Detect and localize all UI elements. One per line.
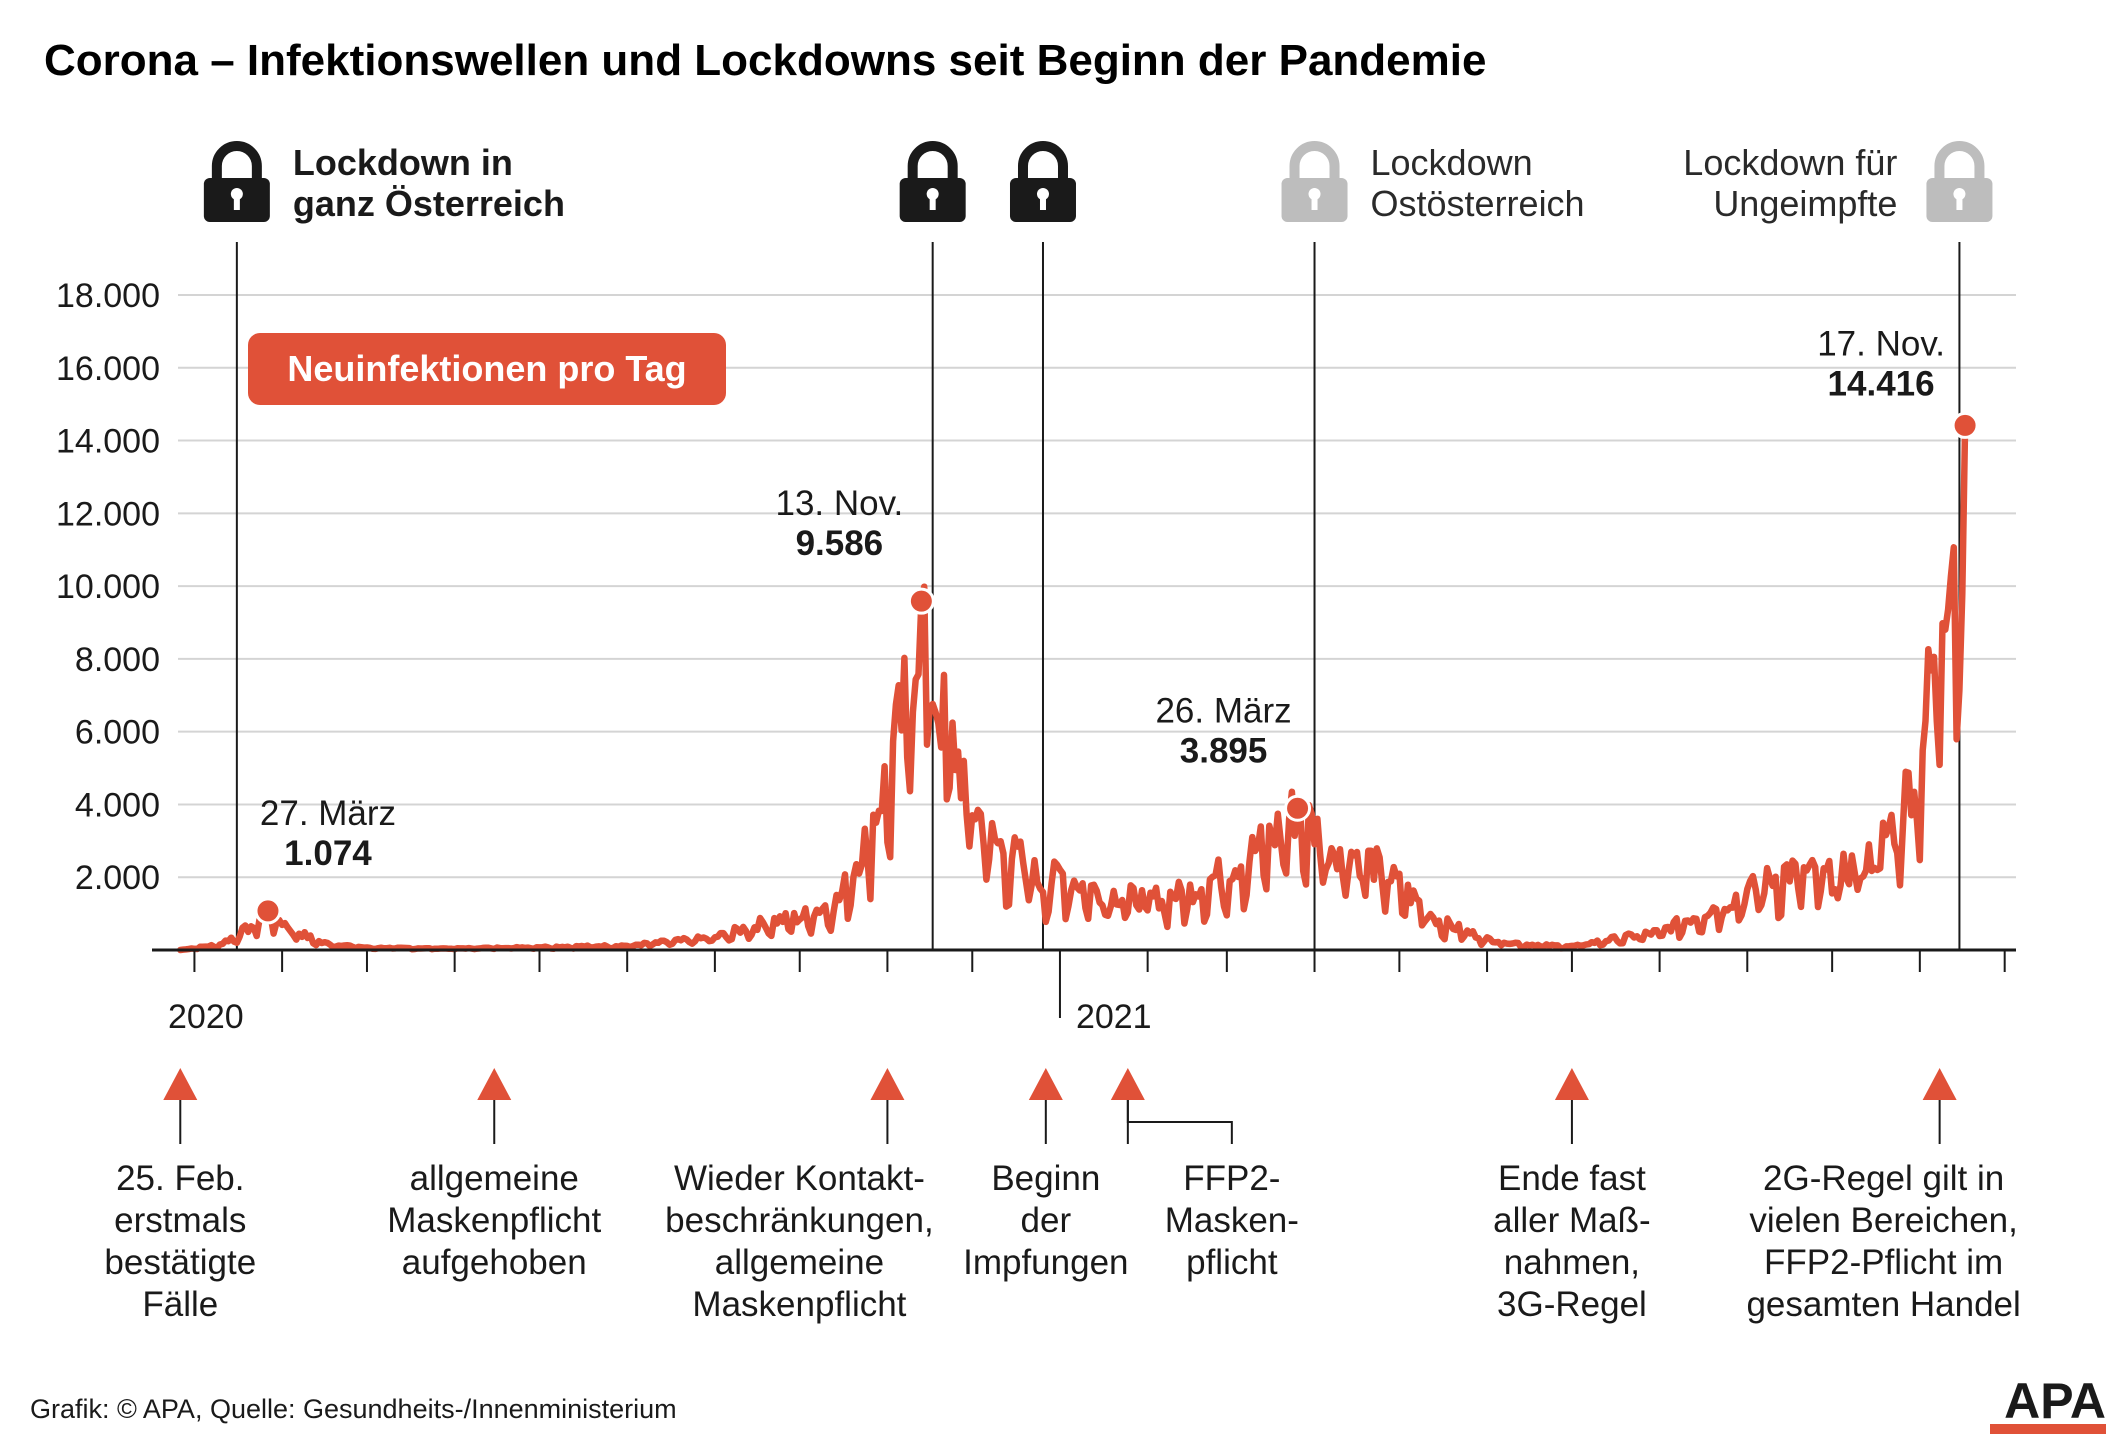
- peak-date-label: 26. März: [1155, 691, 1291, 730]
- event-label: Wieder Kontakt-: [674, 1159, 925, 1198]
- lock-icon: [1009, 141, 1076, 222]
- legend-badge: Neuinfektionen pro Tag: [248, 333, 726, 405]
- peak-date-label: 17. Nov.: [1817, 324, 1945, 363]
- event-label: vielen Bereichen,: [1749, 1201, 2018, 1240]
- year-label: 2021: [1076, 998, 1152, 1036]
- event-label: 2G-Regel gilt in: [1763, 1159, 2004, 1198]
- y-tick-label: 8.000: [75, 641, 160, 679]
- event-label: bestätigte: [104, 1243, 256, 1282]
- y-tick-label: 2.000: [75, 859, 160, 897]
- event-label: erstmals: [114, 1201, 246, 1240]
- lockdown-label: Lockdown in: [293, 142, 513, 183]
- event-label: 25. Feb.: [116, 1159, 244, 1198]
- y-tick-label: 10.000: [56, 568, 160, 606]
- lock-icon: [1281, 141, 1348, 222]
- event-label: Ende fast: [1498, 1159, 1646, 1198]
- lock-shackle: [1017, 141, 1068, 180]
- y-axis: 2.000 4.000 6.000 8.000 10.000 12.000 14.000 16…: [56, 277, 160, 897]
- peak-marker: [1951, 411, 1979, 439]
- event-label: allgemeine: [715, 1243, 884, 1282]
- event-label: 3G-Regel: [1497, 1285, 1647, 1324]
- y-tick-label: 14.000: [56, 423, 160, 461]
- lock-keyhole-slot: [1311, 194, 1318, 210]
- lock-icon: [1926, 141, 1993, 222]
- grid: [178, 294, 2016, 879]
- y-tick-label: 6.000: [75, 714, 160, 752]
- series: [177, 422, 1969, 954]
- lock-shackle: [1289, 141, 1340, 180]
- series-line: [177, 422, 1969, 954]
- peak-value-label: 14.416: [1828, 364, 1935, 403]
- lock-shackle: [907, 141, 958, 180]
- peak-date-label: 13. Nov.: [775, 484, 903, 523]
- apa-logo: APA: [1990, 1373, 2106, 1434]
- event-label: aller Maß-: [1493, 1201, 1651, 1240]
- event-arrow: [1554, 1068, 1589, 1100]
- y-tick-label: 12.000: [56, 495, 160, 533]
- lockdown-label: Lockdown für: [1683, 142, 1897, 183]
- event-label: Beginn: [991, 1159, 1100, 1198]
- peak-marker: [254, 897, 282, 925]
- legend-badge-label: Neuinfektionen pro Tag: [287, 348, 686, 389]
- peak-value-label: 9.586: [796, 524, 884, 563]
- event-label: beschränkungen,: [665, 1201, 934, 1240]
- peak-value-label: 1.074: [284, 834, 372, 873]
- peak-date-label: 27. März: [260, 794, 396, 833]
- event-label: Impfungen: [963, 1243, 1128, 1282]
- event-label: nahmen,: [1504, 1243, 1640, 1282]
- legend-badge-bg: [248, 333, 726, 405]
- event-label: FFP2-Pflicht im: [1764, 1243, 2003, 1282]
- lockdown-label: Ostösterreich: [1371, 183, 1585, 224]
- lock-icon: [203, 141, 270, 222]
- event-label: Fälle: [142, 1285, 218, 1324]
- event-label: Maskenpflicht: [692, 1285, 906, 1324]
- lock-keyhole-slot: [929, 194, 936, 210]
- event-arrow: [477, 1068, 512, 1100]
- y-tick-label: 4.000: [75, 786, 160, 824]
- lockdown-label: Lockdown: [1371, 142, 1533, 183]
- event-label: FFP2-: [1183, 1159, 1280, 1198]
- event-connector: [1126, 1100, 1233, 1144]
- peak-marker: [907, 587, 935, 615]
- event-label: pflicht: [1186, 1243, 1278, 1282]
- event-label: Masken-: [1165, 1201, 1299, 1240]
- apa-logo-bar: [1990, 1424, 2106, 1434]
- lockdown-label: ganz Österreich: [293, 183, 565, 224]
- event-label: der: [1021, 1201, 1072, 1240]
- lock-shackle: [211, 141, 262, 180]
- event-arrow: [1922, 1068, 1957, 1100]
- chart-title: Corona – Infektionswellen und Lockdowns …: [44, 36, 1486, 85]
- event-arrow: [1110, 1068, 1145, 1100]
- lock-shackle: [1934, 141, 1985, 180]
- y-tick-label: 16.000: [56, 350, 160, 388]
- event-label: gesamten Handel: [1746, 1285, 2020, 1324]
- apa-logo-text: APA: [2004, 1373, 2106, 1429]
- event-arrow: [1028, 1068, 1063, 1100]
- lock-keyhole-slot: [233, 194, 240, 210]
- lock-keyhole-slot: [1039, 194, 1046, 210]
- event-arrow: [870, 1068, 905, 1100]
- event-label: aufgehoben: [402, 1243, 587, 1282]
- event-label: Maskenpflicht: [387, 1201, 601, 1240]
- lockdown-label: Ungeimpfte: [1713, 183, 1897, 224]
- event-arrow: [163, 1068, 198, 1100]
- event-label: allgemeine: [410, 1159, 579, 1198]
- peak-value-label: 3.895: [1180, 731, 1268, 770]
- year-label: 2020: [168, 998, 244, 1036]
- footer-source: Grafik: © APA, Quelle: Gesundheits-/Inne…: [30, 1394, 677, 1424]
- x-axis: 2020 2021: [152, 948, 2016, 1036]
- lock-icon: [899, 141, 966, 222]
- peak-marker: [1284, 794, 1312, 822]
- y-tick-label: 18.000: [56, 277, 160, 315]
- lock-keyhole-slot: [1956, 194, 1963, 210]
